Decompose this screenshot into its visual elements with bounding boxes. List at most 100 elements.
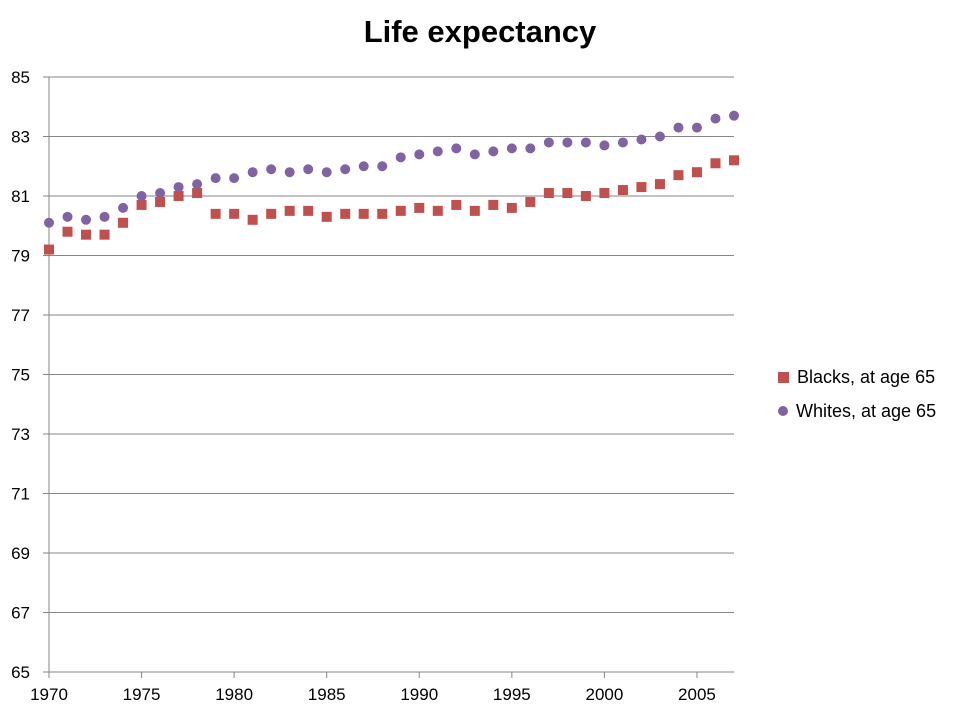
data-point-blacks xyxy=(377,208,388,219)
data-point-whites xyxy=(358,161,369,172)
square-marker-icon xyxy=(778,371,789,383)
legend-item-blacks: Blacks, at age 65 xyxy=(778,360,936,394)
data-point-whites xyxy=(599,140,610,151)
y-tick-label: 83 xyxy=(11,128,30,147)
legend-item-whites: Whites, at age 65 xyxy=(778,394,936,428)
data-point-blacks xyxy=(192,188,203,199)
data-point-whites xyxy=(81,214,92,225)
data-point-whites xyxy=(303,164,314,175)
y-tick-label: 77 xyxy=(11,306,30,325)
data-point-whites xyxy=(118,202,129,213)
data-point-blacks xyxy=(691,167,702,178)
y-tick-label: 75 xyxy=(11,366,30,385)
data-point-whites xyxy=(247,167,258,178)
x-tick-label: 1970 xyxy=(30,685,68,704)
data-point-whites xyxy=(562,137,573,148)
x-tick-label: 1975 xyxy=(123,685,161,704)
data-point-whites xyxy=(488,146,499,157)
x-tick-label: 2000 xyxy=(585,685,623,704)
series-points xyxy=(44,110,739,255)
data-point-blacks xyxy=(136,199,147,210)
data-point-blacks xyxy=(525,196,536,207)
y-tick-label: 71 xyxy=(11,485,30,504)
data-point-whites xyxy=(691,122,702,133)
data-point-blacks xyxy=(432,205,443,216)
data-point-whites xyxy=(580,137,591,148)
data-point-blacks xyxy=(229,208,240,219)
data-point-whites xyxy=(155,188,166,199)
data-point-blacks xyxy=(210,208,221,219)
data-point-blacks xyxy=(395,205,406,216)
data-point-blacks xyxy=(710,158,721,169)
gridlines xyxy=(43,76,734,613)
legend-label-whites: Whites, at age 65 xyxy=(796,400,937,421)
axes xyxy=(43,77,734,678)
data-point-blacks xyxy=(62,226,73,237)
data-point-whites xyxy=(136,191,147,201)
data-point-blacks xyxy=(173,191,184,201)
data-point-whites xyxy=(229,173,240,184)
y-tick-label: 67 xyxy=(11,604,30,623)
legend-label-blacks: Blacks, at age 65 xyxy=(797,366,936,387)
data-point-whites xyxy=(340,164,351,175)
x-tick-label: 1995 xyxy=(493,685,531,704)
data-point-whites xyxy=(469,149,480,160)
data-point-blacks xyxy=(81,229,92,240)
data-point-blacks xyxy=(451,199,462,210)
data-point-blacks xyxy=(247,214,258,225)
data-point-blacks xyxy=(118,217,129,228)
data-point-whites xyxy=(729,110,739,121)
data-point-whites xyxy=(210,173,221,184)
data-point-whites xyxy=(414,149,425,160)
x-tick-label: 1990 xyxy=(400,685,438,704)
data-point-blacks xyxy=(284,205,295,216)
data-point-blacks xyxy=(729,155,739,166)
data-point-blacks xyxy=(580,191,591,201)
data-point-blacks xyxy=(44,244,54,255)
series-blacks xyxy=(44,155,739,255)
data-point-whites xyxy=(432,146,443,157)
data-point-whites xyxy=(44,217,54,228)
x-tick-label: 1980 xyxy=(215,685,253,704)
data-point-whites xyxy=(266,164,277,175)
data-point-blacks xyxy=(673,170,684,181)
y-tick-label: 69 xyxy=(11,544,30,563)
data-point-whites xyxy=(506,143,517,154)
data-point-blacks xyxy=(506,202,517,213)
data-point-whites xyxy=(636,134,647,145)
data-point-blacks xyxy=(414,202,425,213)
chart-title: Life expectancy xyxy=(363,14,597,49)
data-point-blacks xyxy=(340,208,351,219)
data-point-blacks xyxy=(488,199,499,210)
data-point-blacks xyxy=(562,188,573,199)
data-point-blacks xyxy=(469,205,480,216)
data-point-blacks xyxy=(266,208,277,219)
data-point-blacks xyxy=(617,185,628,196)
data-point-whites xyxy=(173,182,184,193)
y-tick-label: 73 xyxy=(11,425,30,444)
data-point-whites xyxy=(192,179,203,190)
y-tick-label: 65 xyxy=(11,663,30,682)
tick-labels: 65 67 69 71 73 75 77 79 81 83 85 1970 1975 1980 1985 19… xyxy=(11,68,716,704)
series-whites xyxy=(44,110,739,228)
data-point-blacks xyxy=(99,229,110,240)
y-tick-label: 81 xyxy=(11,187,30,206)
data-point-whites xyxy=(673,122,684,133)
data-point-whites xyxy=(395,152,406,163)
x-tick-label: 2005 xyxy=(678,685,716,704)
data-point-whites xyxy=(99,211,110,222)
data-point-blacks xyxy=(654,179,665,190)
data-point-whites xyxy=(617,137,628,148)
data-point-blacks xyxy=(321,211,332,222)
y-tick-label: 79 xyxy=(11,247,30,266)
data-point-whites xyxy=(543,137,554,148)
data-point-whites xyxy=(654,131,665,142)
legend: Blacks, at age 65 Whites, at age 65 xyxy=(778,360,936,428)
data-point-whites xyxy=(525,143,536,154)
data-point-blacks xyxy=(543,188,554,199)
data-point-whites xyxy=(284,167,295,178)
data-point-blacks xyxy=(155,196,166,207)
data-point-blacks xyxy=(358,208,369,219)
y-tick-label: 85 xyxy=(11,68,30,87)
